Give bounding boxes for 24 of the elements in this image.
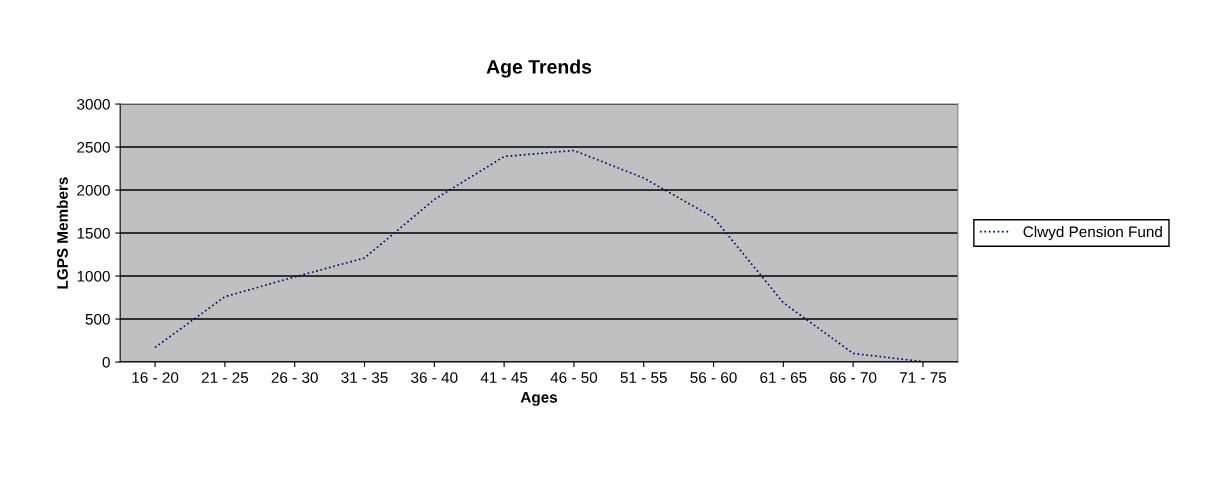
x-tick-label: 41 - 45 (480, 372, 528, 383)
x-tick-label: 56 - 60 (690, 372, 737, 383)
y-tick-label: 1500 (77, 227, 110, 239)
x-tick-label: 61 - 65 (760, 372, 807, 383)
x-tick-label: 36 - 40 (411, 372, 458, 383)
x-tick-label: 66 - 70 (830, 372, 877, 383)
chart-title: Age Trends (486, 59, 592, 78)
x-tick-label: 31 - 35 (341, 372, 388, 383)
y-axis-title: LGPS Members (56, 177, 68, 289)
x-tick-label: 26 - 30 (271, 372, 318, 383)
x-tick-label: 21 - 25 (201, 372, 249, 383)
x-tick-label: 16 - 20 (132, 372, 179, 383)
line-series (154, 149, 924, 363)
y-tick-label: 2500 (77, 141, 110, 153)
y-tick-label: 500 (85, 313, 110, 325)
y-tick-label: 3000 (77, 98, 110, 110)
x-tick-label: 46 - 50 (550, 372, 598, 383)
y-tick-label: 2000 (77, 184, 110, 196)
x-tick-label: 51 - 55 (620, 372, 667, 383)
x-axis-title: Ages (520, 392, 558, 406)
x-tick-label: 71 - 75 (899, 372, 947, 383)
legend-label: Clwyd Pension Fund (1023, 225, 1162, 241)
y-tick-label: 1000 (77, 270, 110, 282)
y-tick-label: 0 (102, 356, 110, 368)
